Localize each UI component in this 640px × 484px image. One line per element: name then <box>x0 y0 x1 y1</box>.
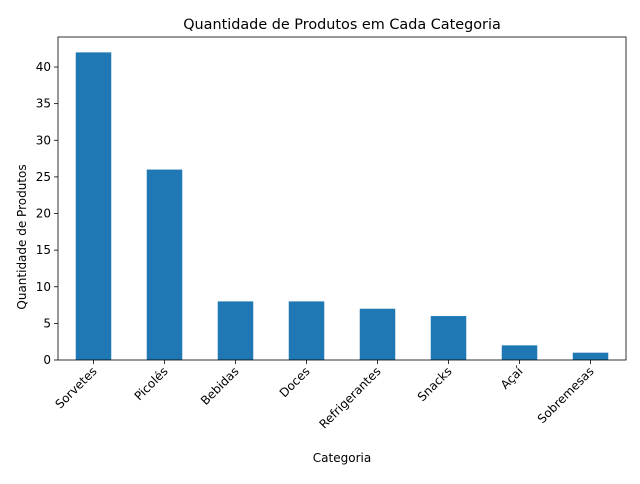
x-tick-label-3: Doces <box>277 364 313 400</box>
x-tick-label-7: Sobremesas <box>535 364 597 426</box>
bar-1 <box>146 169 183 360</box>
y-tick-label-7: 35 <box>36 97 51 111</box>
y-tick-label-5: 25 <box>36 170 51 184</box>
y-tick-label-8: 40 <box>36 60 51 74</box>
bar-0 <box>75 52 112 360</box>
y-tick-label-0: 0 <box>43 353 51 367</box>
y-tick-label-6: 30 <box>36 133 51 147</box>
y-tick-label-2: 10 <box>36 280 51 294</box>
x-tick-label-1: Picolés <box>132 364 171 403</box>
bar-2 <box>217 301 254 360</box>
chart-title: Quantidade de Produtos em Cada Categoria <box>183 17 501 33</box>
y-axis-label: Quantidade de Produtos <box>15 164 29 309</box>
x-tick-label-6: Açaí <box>498 364 526 392</box>
y-tick-label-1: 5 <box>43 316 51 330</box>
bar-4 <box>359 308 396 360</box>
bar-7 <box>572 352 609 360</box>
bar-5 <box>430 316 467 360</box>
plot-area: 0 5 10 15 20 25 30 35 40 Sorvetes Picolés Bebidas Do… <box>36 36 627 431</box>
axes-frame <box>57 36 627 361</box>
bar-3 <box>288 301 325 360</box>
x-tick-label-4: Refrigerantes <box>317 364 384 431</box>
x-axis-label: Categoria <box>313 451 371 465</box>
x-tick-label-5: Snacks <box>415 364 455 404</box>
x-tick-label-2: Bebidas <box>198 364 242 408</box>
x-tick-label-0: Sorvetes <box>52 364 99 411</box>
y-tick-label-3: 15 <box>36 243 51 257</box>
bar-6 <box>501 345 538 360</box>
y-tick-label-4: 20 <box>36 207 51 221</box>
